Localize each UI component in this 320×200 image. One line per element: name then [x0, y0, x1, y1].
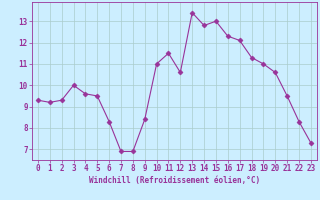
X-axis label: Windchill (Refroidissement éolien,°C): Windchill (Refroidissement éolien,°C) [89, 176, 260, 185]
